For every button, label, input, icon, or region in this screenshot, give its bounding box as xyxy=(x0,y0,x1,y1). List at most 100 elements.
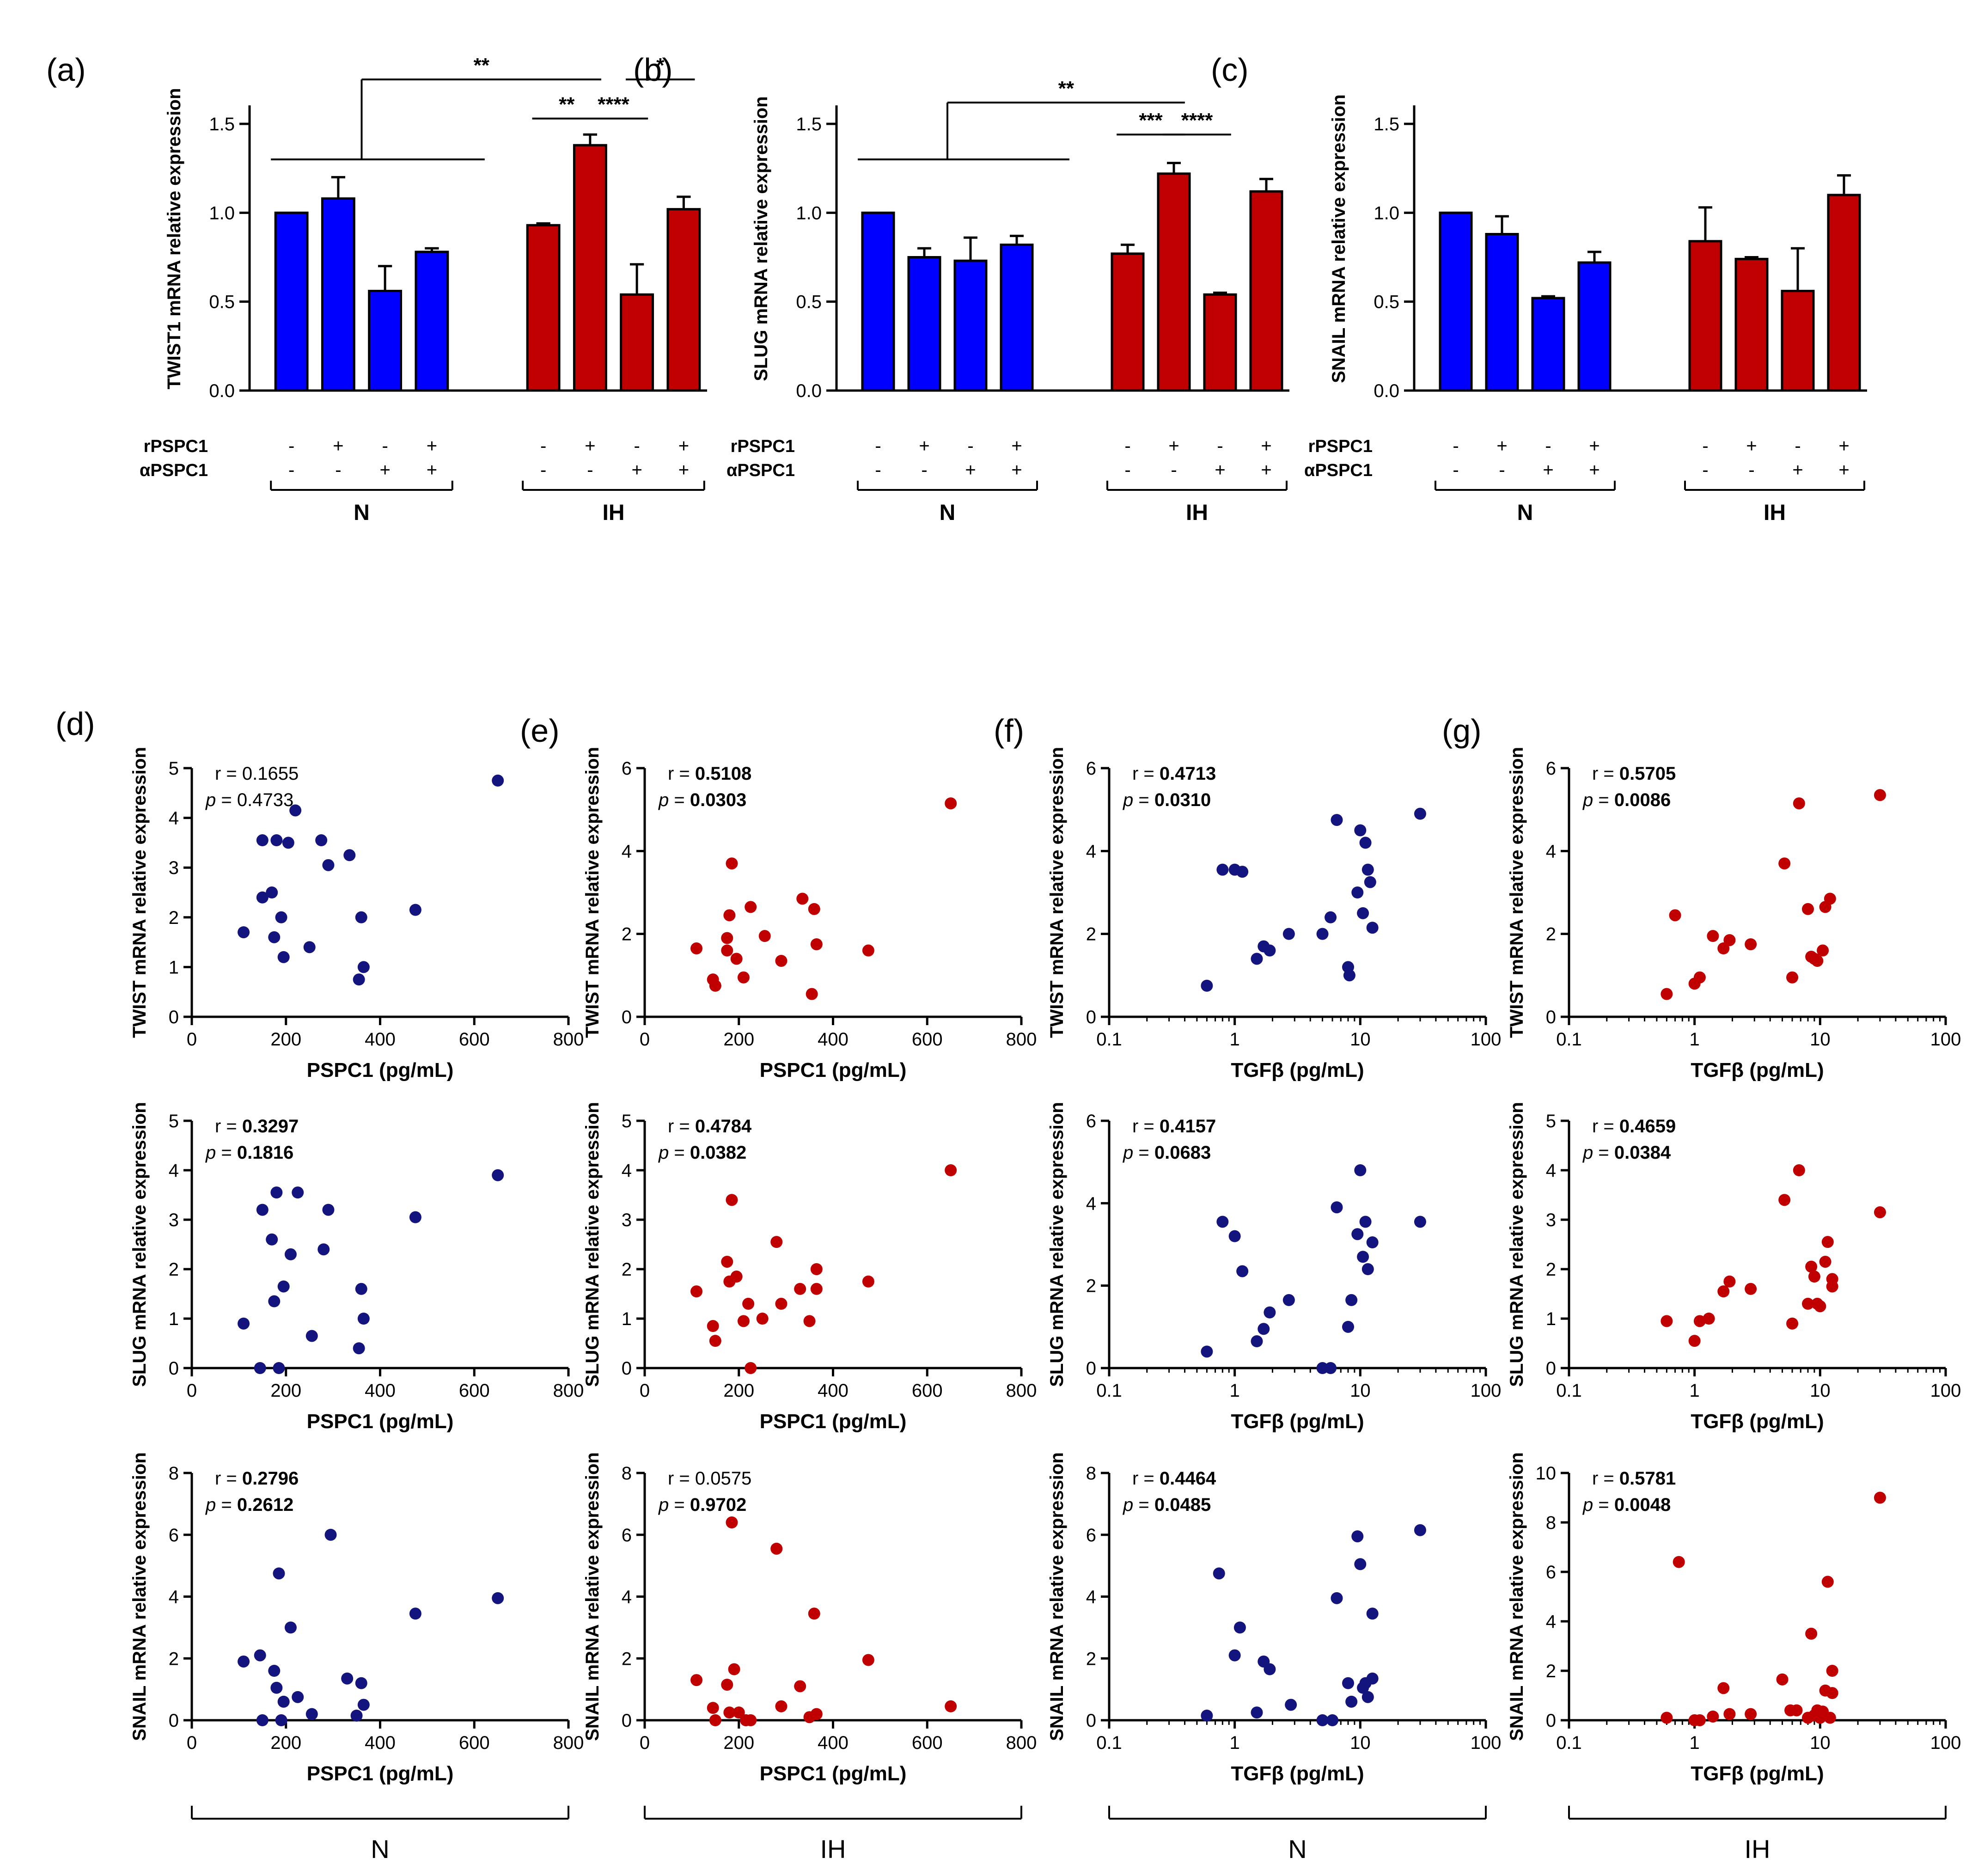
r-stat: r = 0.4464 xyxy=(1132,1468,1216,1489)
p-equals: = xyxy=(1593,1143,1614,1163)
x-tick-label: 10 xyxy=(1810,1029,1831,1050)
data-point xyxy=(282,837,294,849)
rPSPC1-sign: + xyxy=(1011,436,1022,456)
data-point xyxy=(1264,1306,1276,1319)
scatter-e-3: 0 2 4 6 8 0 200 400 600 800 PSPC1 (pg/mL) SNAIL mRN… xyxy=(582,1452,1037,1785)
p-value: 0.0382 xyxy=(690,1143,746,1163)
y-tick-label: 6 xyxy=(1086,1525,1096,1546)
y-tick-label: 1.5 xyxy=(1374,114,1399,134)
data-point xyxy=(355,1677,367,1689)
y-tick-label: 4 xyxy=(169,1161,179,1181)
data-point xyxy=(322,859,335,871)
p-stat: p = 0.0048 xyxy=(1582,1495,1671,1515)
scatter-f-2: 0 2 4 6 0.1 1 10 100 TGFβ (pg/mL) SLUG mRNA relat… xyxy=(1047,1102,1501,1433)
data-point xyxy=(1325,911,1337,923)
r-value: 0.5781 xyxy=(1619,1468,1676,1489)
y-tick-label: 10 xyxy=(1536,1463,1557,1484)
y-tick-label: 6 xyxy=(1546,758,1556,779)
p-stat: p = 0.0086 xyxy=(1582,790,1671,810)
x-tick-label: 200 xyxy=(270,1733,301,1753)
p-symbol: p xyxy=(1582,790,1593,810)
r-stat: r = 0.3297 xyxy=(215,1116,299,1137)
bottom-group-label: N xyxy=(371,1834,389,1864)
r-value: 0.4713 xyxy=(1160,764,1216,784)
x-tick-label: 200 xyxy=(723,1029,754,1050)
data-point xyxy=(343,849,356,862)
data-point xyxy=(1316,1714,1329,1726)
data-point xyxy=(945,797,957,810)
r-stat: r = 0.5705 xyxy=(1592,764,1676,784)
y-tick-label: 4 xyxy=(1546,841,1556,862)
data-point xyxy=(1819,1255,1831,1268)
y-tick-label: 2 xyxy=(1086,924,1096,945)
p-equals: = xyxy=(669,1143,690,1163)
data-point xyxy=(1213,1567,1225,1580)
data-point xyxy=(745,901,757,913)
data-point xyxy=(1786,1317,1799,1330)
data-point xyxy=(728,1663,740,1675)
scatter-d-1: 0 1 2 3 4 5 0 200 400 600 800 PSPC1 (pg/mL) TWIST mR… xyxy=(129,747,584,1082)
bar xyxy=(1688,240,1722,392)
data-point xyxy=(1778,857,1791,870)
data-point xyxy=(1707,1710,1719,1723)
p-stat: p = 0.2612 xyxy=(205,1495,293,1515)
y-tick-label: 0 xyxy=(1546,1711,1556,1731)
data-point xyxy=(770,1236,783,1248)
rPSPC1-sign: - xyxy=(1702,436,1708,456)
r-prefix: r = xyxy=(668,1116,695,1137)
y-tick-label: 1 xyxy=(622,1309,632,1329)
x-tick-label: 10 xyxy=(1350,1381,1371,1401)
x-tick-label: 800 xyxy=(553,1733,584,1753)
p-symbol: p xyxy=(205,1495,216,1515)
rPSPC1-sign: - xyxy=(1217,436,1223,456)
data-point xyxy=(1351,886,1364,898)
data-point xyxy=(273,1362,285,1374)
significance-label: **** xyxy=(1181,109,1213,132)
p-value: 0.1816 xyxy=(237,1143,293,1163)
data-point xyxy=(1351,1228,1364,1240)
r-value: 0.3297 xyxy=(242,1116,299,1137)
data-point xyxy=(775,1700,788,1712)
r-prefix: r = xyxy=(1592,1468,1619,1489)
rPSPC1-sign: - xyxy=(875,436,881,456)
data-point xyxy=(1357,907,1369,919)
panel-label: (f) xyxy=(994,713,1024,749)
data-point xyxy=(1717,1285,1730,1298)
data-point xyxy=(305,1330,318,1342)
data-point xyxy=(808,903,820,915)
aPSPC1-sign: + xyxy=(1589,460,1599,480)
aPSPC1-sign: + xyxy=(1543,460,1553,480)
data-point xyxy=(256,1204,269,1216)
data-point xyxy=(770,1542,783,1555)
data-point xyxy=(1826,1665,1838,1677)
data-point xyxy=(1331,1201,1343,1214)
data-point xyxy=(1216,1216,1229,1228)
data-point xyxy=(268,1295,281,1308)
x-tick-label: 800 xyxy=(553,1029,584,1050)
aPSPC1-sign: + xyxy=(1792,460,1803,480)
aPSPC1-sign: - xyxy=(1171,460,1177,480)
aPSPC1-sign: + xyxy=(631,460,642,480)
data-point xyxy=(756,1313,769,1325)
row-label-rPSPC1: rPSPC1 xyxy=(731,437,795,456)
rPSPC1-sign: - xyxy=(382,436,388,456)
data-point xyxy=(355,1283,367,1295)
p-value: 0.0485 xyxy=(1154,1495,1211,1515)
aPSPC1-sign: - xyxy=(288,460,294,480)
y-tick-label: 0.0 xyxy=(1374,381,1399,401)
r-stat: r = 0.4659 xyxy=(1592,1116,1676,1137)
panel-label: (b) xyxy=(633,52,673,88)
x-tick-label: 100 xyxy=(1471,1733,1502,1753)
y-tick-label: 1.5 xyxy=(209,114,235,134)
p-value: 0.0384 xyxy=(1614,1143,1671,1163)
data-point xyxy=(1264,1663,1276,1675)
data-point xyxy=(1414,1216,1426,1228)
data-point xyxy=(1228,1649,1241,1662)
y-tick-label: 8 xyxy=(1546,1513,1556,1533)
data-point xyxy=(1251,953,1263,965)
x-tick-label: 1 xyxy=(1690,1381,1700,1401)
x-tick-label: 0 xyxy=(187,1733,197,1753)
p-stat: p = 0.9702 xyxy=(658,1495,746,1515)
data-point xyxy=(1824,892,1836,905)
data-point xyxy=(945,1164,957,1176)
